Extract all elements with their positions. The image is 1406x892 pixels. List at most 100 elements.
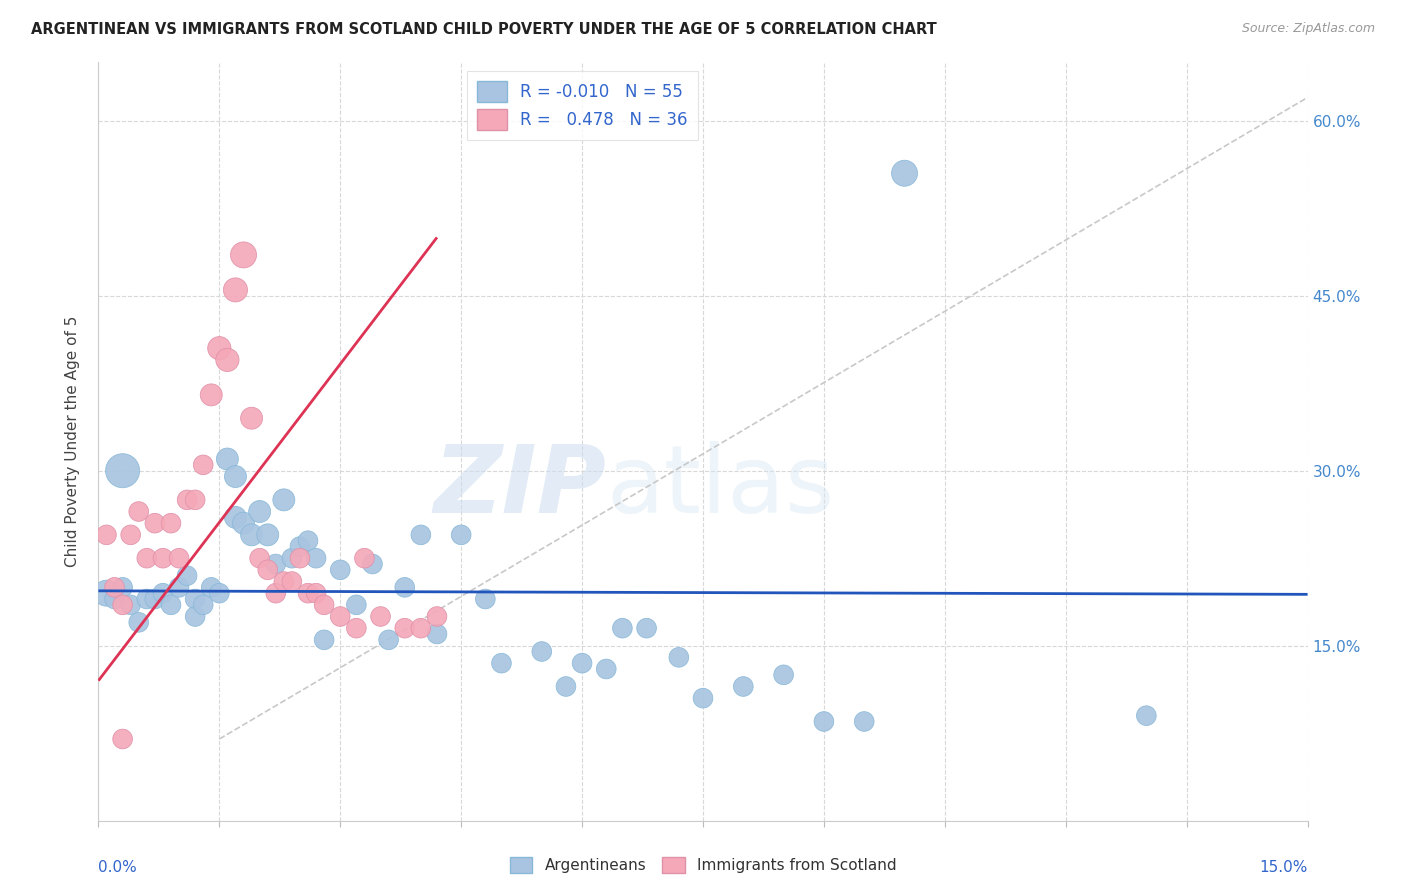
Text: 0.0%: 0.0%: [98, 860, 138, 874]
Point: [361, 557, 384, 571]
Point: [128, 615, 150, 630]
Point: [733, 680, 755, 694]
Point: [370, 609, 392, 624]
Point: [103, 580, 125, 594]
Point: [264, 586, 287, 600]
Point: [184, 492, 207, 507]
Point: [135, 551, 157, 566]
Point: [668, 650, 690, 665]
Point: [249, 504, 271, 518]
Point: [111, 580, 134, 594]
Point: [200, 388, 222, 402]
Text: ZIP: ZIP: [433, 441, 606, 533]
Text: 15.0%: 15.0%: [1260, 860, 1308, 874]
Point: [853, 714, 876, 729]
Point: [176, 492, 198, 507]
Point: [208, 586, 231, 600]
Point: [377, 632, 399, 647]
Point: [893, 166, 915, 180]
Point: [224, 510, 246, 524]
Point: [288, 540, 311, 554]
Point: [135, 592, 157, 607]
Point: [120, 598, 142, 612]
Point: [1135, 708, 1157, 723]
Point: [143, 516, 166, 531]
Point: [491, 656, 513, 670]
Point: [143, 592, 166, 607]
Point: [344, 598, 367, 612]
Point: [160, 516, 183, 531]
Point: [224, 283, 246, 297]
Point: [281, 551, 304, 566]
Point: [595, 662, 617, 676]
Point: [200, 580, 222, 594]
Point: [353, 551, 375, 566]
Legend: R = -0.010   N = 55, R =   0.478   N = 36: R = -0.010 N = 55, R = 0.478 N = 36: [467, 70, 697, 140]
Point: [450, 528, 472, 542]
Point: [426, 609, 449, 624]
Point: [288, 551, 311, 566]
Point: [217, 352, 239, 367]
Point: [120, 528, 142, 542]
Point: [530, 644, 553, 658]
Point: [184, 609, 207, 624]
Point: [193, 458, 215, 472]
Point: [305, 586, 328, 600]
Text: Source: ZipAtlas.com: Source: ZipAtlas.com: [1241, 22, 1375, 36]
Point: [474, 592, 496, 607]
Point: [555, 680, 578, 694]
Point: [344, 621, 367, 635]
Point: [111, 598, 134, 612]
Point: [305, 551, 328, 566]
Point: [571, 656, 593, 670]
Point: [111, 464, 134, 478]
Y-axis label: Child Poverty Under the Age of 5: Child Poverty Under the Age of 5: [65, 316, 80, 567]
Point: [217, 452, 239, 467]
Point: [128, 504, 150, 518]
Point: [264, 557, 287, 571]
Legend: Argentineans, Immigrants from Scotland: Argentineans, Immigrants from Scotland: [503, 851, 903, 880]
Point: [240, 528, 263, 542]
Point: [184, 592, 207, 607]
Point: [636, 621, 658, 635]
Point: [224, 469, 246, 483]
Text: atlas: atlas: [606, 441, 835, 533]
Point: [281, 574, 304, 589]
Point: [152, 586, 174, 600]
Point: [160, 598, 183, 612]
Point: [329, 563, 352, 577]
Text: ARGENTINEAN VS IMMIGRANTS FROM SCOTLAND CHILD POVERTY UNDER THE AGE OF 5 CORRELA: ARGENTINEAN VS IMMIGRANTS FROM SCOTLAND …: [31, 22, 936, 37]
Point: [394, 621, 416, 635]
Point: [426, 627, 449, 641]
Point: [409, 528, 432, 542]
Point: [813, 714, 835, 729]
Point: [249, 551, 271, 566]
Point: [193, 598, 215, 612]
Point: [167, 580, 190, 594]
Point: [232, 248, 254, 262]
Point: [240, 411, 263, 425]
Point: [273, 492, 295, 507]
Point: [329, 609, 352, 624]
Point: [273, 574, 295, 589]
Point: [297, 586, 319, 600]
Point: [176, 568, 198, 582]
Point: [256, 528, 278, 542]
Point: [111, 731, 134, 746]
Point: [167, 551, 190, 566]
Point: [612, 621, 634, 635]
Point: [314, 632, 336, 647]
Point: [208, 341, 231, 355]
Point: [314, 598, 336, 612]
Point: [103, 592, 125, 607]
Point: [297, 533, 319, 548]
Point: [394, 580, 416, 594]
Point: [772, 668, 794, 682]
Point: [232, 516, 254, 531]
Point: [96, 528, 118, 542]
Point: [409, 621, 432, 635]
Point: [692, 691, 714, 706]
Point: [152, 551, 174, 566]
Point: [256, 563, 278, 577]
Point: [96, 586, 118, 600]
